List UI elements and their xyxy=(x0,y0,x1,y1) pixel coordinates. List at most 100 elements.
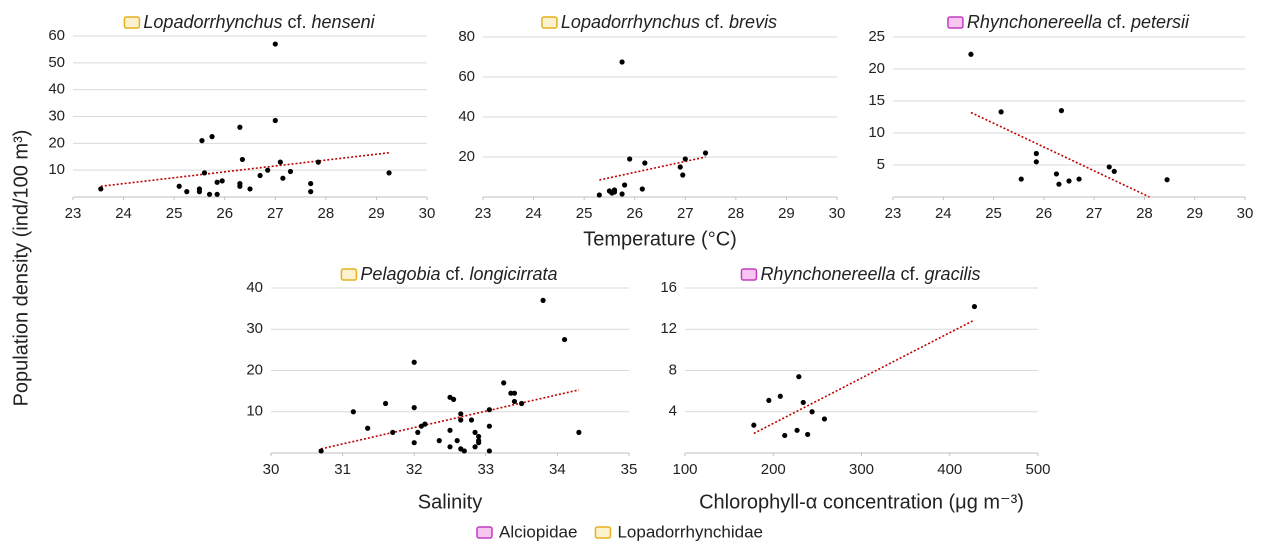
data-point xyxy=(576,429,582,435)
y-tick-label: 30 xyxy=(48,107,65,124)
data-point xyxy=(386,170,392,176)
x-tick-label: 25 xyxy=(576,205,593,222)
data-point xyxy=(247,186,253,192)
data-point xyxy=(486,423,492,429)
x-tick-label: 23 xyxy=(65,205,82,222)
data-point xyxy=(821,416,828,422)
x-tick-label: 100 xyxy=(672,461,697,478)
data-point xyxy=(998,109,1004,115)
data-point xyxy=(1018,176,1024,182)
data-point xyxy=(796,374,802,380)
data-point xyxy=(308,189,314,195)
data-point xyxy=(472,444,478,450)
x-tick-label: 31 xyxy=(334,461,351,478)
y-tick-label: 20 xyxy=(246,361,263,378)
legend-icon xyxy=(340,268,358,281)
title-part: Rhynchonereella xyxy=(760,264,895,284)
data-point xyxy=(540,297,546,303)
data-point xyxy=(422,421,428,427)
data-point xyxy=(751,422,757,428)
data-point xyxy=(461,448,467,454)
x-tick-label: 34 xyxy=(549,461,566,478)
data-point xyxy=(280,175,286,181)
title-part: Lopadorrhynchus xyxy=(561,12,700,32)
x-tick-label: 24 xyxy=(525,205,542,222)
y-tick-label: 10 xyxy=(246,403,263,420)
data-point xyxy=(350,409,356,415)
data-point xyxy=(436,438,442,444)
data-point xyxy=(411,359,417,365)
x-tick-label: 23 xyxy=(885,205,902,222)
data-point xyxy=(501,380,507,386)
title-part: Pelagobia xyxy=(360,264,440,284)
x-tick-label: 28 xyxy=(1136,205,1153,222)
data-point xyxy=(619,191,625,197)
y-tick-label: 80 xyxy=(458,28,475,45)
data-point xyxy=(766,397,772,404)
data-point xyxy=(1056,181,1062,187)
data-point xyxy=(199,138,205,144)
data-point xyxy=(287,168,294,175)
x-tick-label: 27 xyxy=(1086,205,1103,222)
y-tick-label: 10 xyxy=(48,161,65,178)
chart-title: Lopadorrhynchus cf. henseni xyxy=(143,12,375,32)
legend-icon xyxy=(476,526,493,539)
data-point xyxy=(619,59,625,65)
data-point xyxy=(1033,159,1039,165)
data-point xyxy=(622,182,628,188)
data-point xyxy=(519,400,525,407)
data-point xyxy=(508,390,514,396)
x-tick-label: 23 xyxy=(475,205,492,222)
x-tick-label: 24 xyxy=(115,205,132,222)
x-tick-label: 26 xyxy=(216,205,233,222)
y-tick-label: 30 xyxy=(246,320,263,337)
chart-title: Lopadorrhynchus cf. brevis xyxy=(561,12,777,32)
data-point xyxy=(201,170,208,176)
data-point xyxy=(968,51,974,57)
data-point xyxy=(486,448,492,454)
y-tick-label: 40 xyxy=(458,108,475,125)
title-part: cf. xyxy=(288,12,307,32)
data-point xyxy=(237,124,243,130)
title-part: cf. xyxy=(901,264,920,284)
y-tick-label: 20 xyxy=(458,148,475,165)
x-tick-label: 200 xyxy=(761,461,786,478)
data-point xyxy=(176,183,182,189)
x-tick-label: 28 xyxy=(728,205,745,222)
x-tick-label: 33 xyxy=(477,461,494,478)
x-tick-label: 30 xyxy=(829,205,846,222)
y-tick-label: 50 xyxy=(48,54,65,71)
title-part: Rhynchonereella xyxy=(967,12,1102,32)
data-point xyxy=(98,186,104,192)
x-tick-label: 400 xyxy=(937,461,962,478)
x-tick-label: 24 xyxy=(935,205,952,222)
trend-line xyxy=(320,389,580,450)
title-part: gracilis xyxy=(925,264,981,284)
x-tick-label: 30 xyxy=(1237,205,1254,222)
data-point xyxy=(265,167,271,173)
x-tick-label: 28 xyxy=(318,205,335,222)
data-point xyxy=(1066,178,1072,184)
title-part: cf. xyxy=(446,264,465,284)
x-tick-label: 300 xyxy=(849,461,874,478)
x-tick-label: 30 xyxy=(419,205,436,222)
data-point xyxy=(1076,176,1082,182)
data-point xyxy=(642,160,648,166)
chart-title: Rhynchonereella cf. gracilis xyxy=(760,264,980,284)
x-tick-label: 29 xyxy=(778,205,795,222)
trend-line xyxy=(599,156,706,181)
legend-icon xyxy=(123,16,141,29)
x-tick-label: 35 xyxy=(621,461,638,478)
data-point xyxy=(209,134,215,140)
data-point xyxy=(365,425,371,431)
data-point xyxy=(308,180,314,187)
x-tick-label: 27 xyxy=(267,205,284,222)
data-point xyxy=(1164,177,1170,183)
y-tick-label: 20 xyxy=(48,134,65,151)
chart-title: Rhynchonereella cf. petersii xyxy=(967,12,1190,32)
y-tick-label: 8 xyxy=(669,361,677,378)
y-axis-label: Population density (ind/100 m³) xyxy=(10,130,32,407)
y-tick-label: 60 xyxy=(458,68,475,85)
data-point xyxy=(971,303,978,310)
y-tick-label: 10 xyxy=(868,124,885,141)
